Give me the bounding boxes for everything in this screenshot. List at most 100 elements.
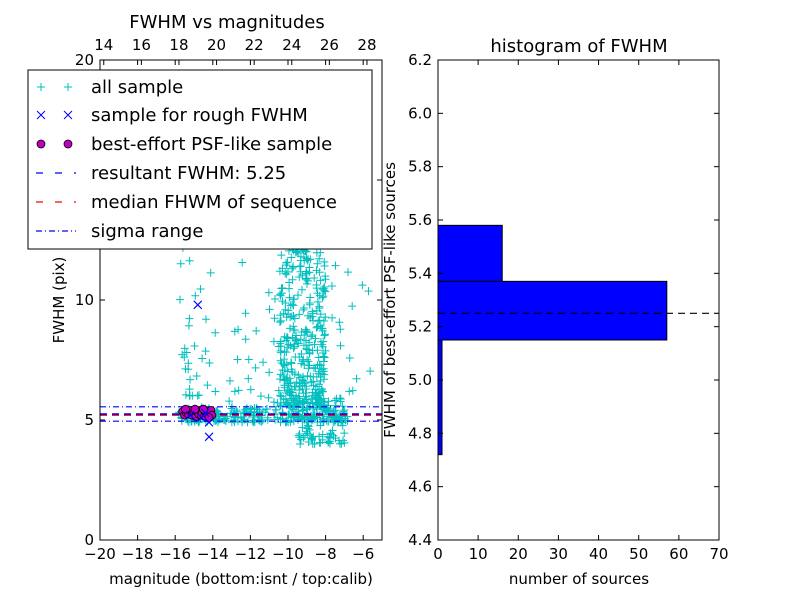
all-sample-point: [345, 387, 354, 396]
all-sample-point: [212, 416, 221, 425]
left-y-axis-label: FWHM (pix): [50, 257, 68, 344]
all-sample-point: [313, 322, 322, 331]
all-sample-point: [321, 346, 330, 355]
all-sample-point: [230, 327, 239, 336]
all-sample-point: [284, 381, 293, 390]
all-sample-point: [320, 353, 329, 362]
all-sample-point: [323, 401, 332, 410]
best-effort-point: [181, 404, 190, 414]
all-sample-point: [251, 363, 260, 372]
all-sample-point: [302, 427, 311, 436]
all-sample-point: [176, 295, 185, 304]
all-sample-point: [269, 337, 278, 346]
all-sample-point: [311, 364, 320, 373]
all-sample-point: [265, 305, 274, 314]
all-sample-point: [316, 361, 325, 370]
rough-sample-point: [193, 300, 203, 310]
y-tick-label: 5.2: [408, 318, 432, 336]
all-sample-point: [211, 328, 220, 337]
all-sample-point: [192, 371, 201, 380]
all-sample-point: [295, 429, 304, 438]
all-sample-point: [318, 293, 327, 302]
top-x-tick-label: 28: [357, 36, 376, 54]
all-sample-point: [263, 413, 272, 422]
all-sample-point: [278, 264, 287, 273]
all-sample-point: [303, 424, 312, 433]
all-sample-point: [194, 391, 203, 400]
all-sample-point: [310, 273, 319, 282]
all-sample-point: [319, 415, 328, 424]
rough-sample-point: [204, 432, 214, 442]
all-sample-point: [238, 258, 247, 267]
all-sample-point: [300, 256, 309, 265]
legend-box: [27, 69, 373, 250]
all-sample-point: [352, 374, 361, 383]
all-sample-point: [191, 291, 200, 300]
all-sample-point: [330, 396, 339, 405]
all-sample-point: [244, 355, 253, 364]
all-sample-point: [336, 341, 345, 350]
all-sample-point: [290, 398, 299, 407]
legend-entry-resultant: resultant FWHM: 5.25: [36, 163, 286, 184]
all-sample-point: [302, 395, 311, 404]
all-sample-point: [299, 433, 308, 442]
all-sample-point: [180, 344, 189, 353]
all-sample-point: [296, 335, 305, 344]
all-sample-point: [309, 432, 318, 441]
all-sample-point: [273, 413, 282, 422]
all-sample-point: [314, 317, 323, 326]
legend-entry-best-effort: best-effort PSF-like sample: [36, 134, 332, 155]
all-sample-point: [294, 248, 303, 257]
y-tick-label: 4.6: [408, 478, 432, 496]
all-sample-point: [297, 359, 306, 368]
all-sample-point: [233, 355, 242, 364]
legend-label: sigma range: [91, 221, 203, 242]
all-sample-point: [296, 439, 305, 448]
all-sample-point: [330, 415, 339, 424]
all-sample-point: [321, 313, 330, 322]
all-sample-point: [345, 354, 354, 363]
y-tick-label: 4.8: [408, 424, 432, 442]
all-sample-point: [331, 401, 340, 410]
legend-entry-median: median FHWM of sequence: [36, 192, 337, 213]
all-sample-point: [308, 433, 317, 442]
all-sample-point: [282, 398, 291, 407]
legend-marker-circle: [63, 139, 73, 149]
all-sample-point: [315, 360, 324, 369]
all-sample-point: [289, 325, 298, 334]
all-sample-point: [290, 370, 299, 379]
all-sample-point: [301, 325, 310, 334]
all-sample-point: [291, 352, 300, 361]
all-sample-point: [316, 438, 325, 447]
all-sample-point: [315, 316, 324, 325]
all-sample-point: [305, 425, 314, 434]
all-sample-point: [225, 376, 234, 385]
all-sample-point: [307, 378, 316, 387]
best-effort-point: [204, 413, 214, 423]
all-sample-point: [230, 387, 239, 396]
all-sample-point: [300, 304, 309, 313]
right-y-axis-label: FWHM of best-effort PSF-like sources: [381, 162, 399, 438]
all-sample-point: [230, 418, 239, 427]
top-x-tick-label: 18: [169, 36, 188, 54]
all-sample-point: [304, 422, 313, 431]
all-sample-point: [313, 259, 322, 268]
all-sample-point: [364, 287, 373, 296]
all-sample-point: [315, 380, 324, 389]
all-sample-point: [286, 341, 295, 350]
all-sample-point: [286, 387, 295, 396]
all-sample-point: [234, 386, 243, 395]
right-plot-area: [437, 224, 719, 456]
x-tick-label: −8: [315, 545, 337, 563]
all-sample-point: [265, 368, 274, 377]
rough-sample-point: [204, 418, 214, 427]
left-x-axis-label: magnitude (bottom:isnt / top:calib): [109, 570, 373, 588]
all-sample-point: [279, 360, 288, 369]
x-tick-label: −18: [122, 545, 154, 563]
all-sample-point: [259, 358, 268, 367]
all-sample-point: [185, 314, 194, 323]
top-x-tick-label: 24: [282, 36, 301, 54]
all-sample-point: [318, 342, 327, 351]
legend-entry-rough-sample: sample for rough FWHM: [36, 105, 308, 126]
rough-sample-point: [200, 408, 210, 418]
